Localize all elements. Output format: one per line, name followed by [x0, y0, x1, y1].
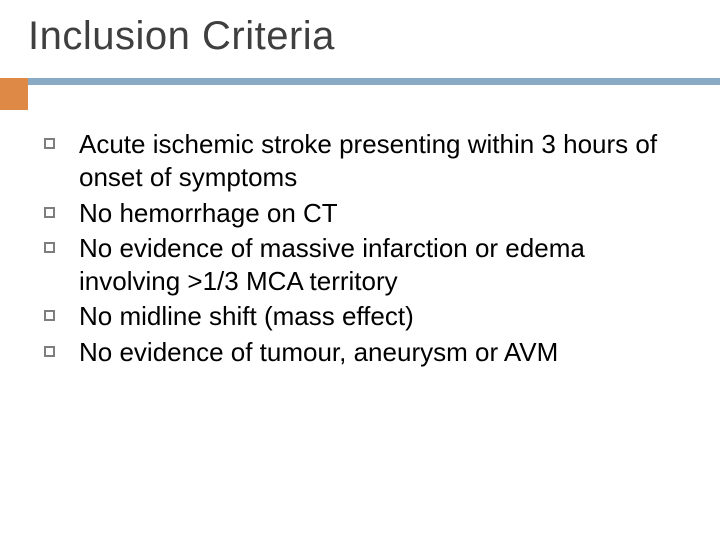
list-item: No hemorrhage on CT — [44, 197, 684, 230]
list-item: Acute ischemic stroke presenting within … — [44, 128, 684, 195]
list-item-text: No midline shift (mass effect) — [79, 300, 414, 333]
bullet-list: Acute ischemic stroke presenting within … — [44, 128, 684, 371]
square-bullet-icon — [44, 346, 55, 357]
slide: Inclusion Criteria Acute ischemic stroke… — [0, 0, 720, 540]
square-bullet-icon — [44, 138, 55, 149]
list-item: No midline shift (mass effect) — [44, 300, 684, 333]
list-item-text: Acute ischemic stroke presenting within … — [79, 128, 684, 195]
square-bullet-icon — [44, 207, 55, 218]
square-bullet-icon — [44, 242, 55, 253]
square-bullet-icon — [44, 310, 55, 321]
accent-block — [0, 78, 28, 110]
horizontal-rule — [0, 78, 720, 85]
slide-title: Inclusion Criteria — [28, 14, 335, 59]
list-item: No evidence of tumour, aneurysm or AVM — [44, 336, 684, 369]
list-item-text: No evidence of tumour, aneurysm or AVM — [79, 336, 558, 369]
list-item-text: No hemorrhage on CT — [79, 197, 338, 230]
list-item: No evidence of massive infarction or ede… — [44, 232, 684, 299]
list-item-text: No evidence of massive infarction or ede… — [79, 232, 684, 299]
